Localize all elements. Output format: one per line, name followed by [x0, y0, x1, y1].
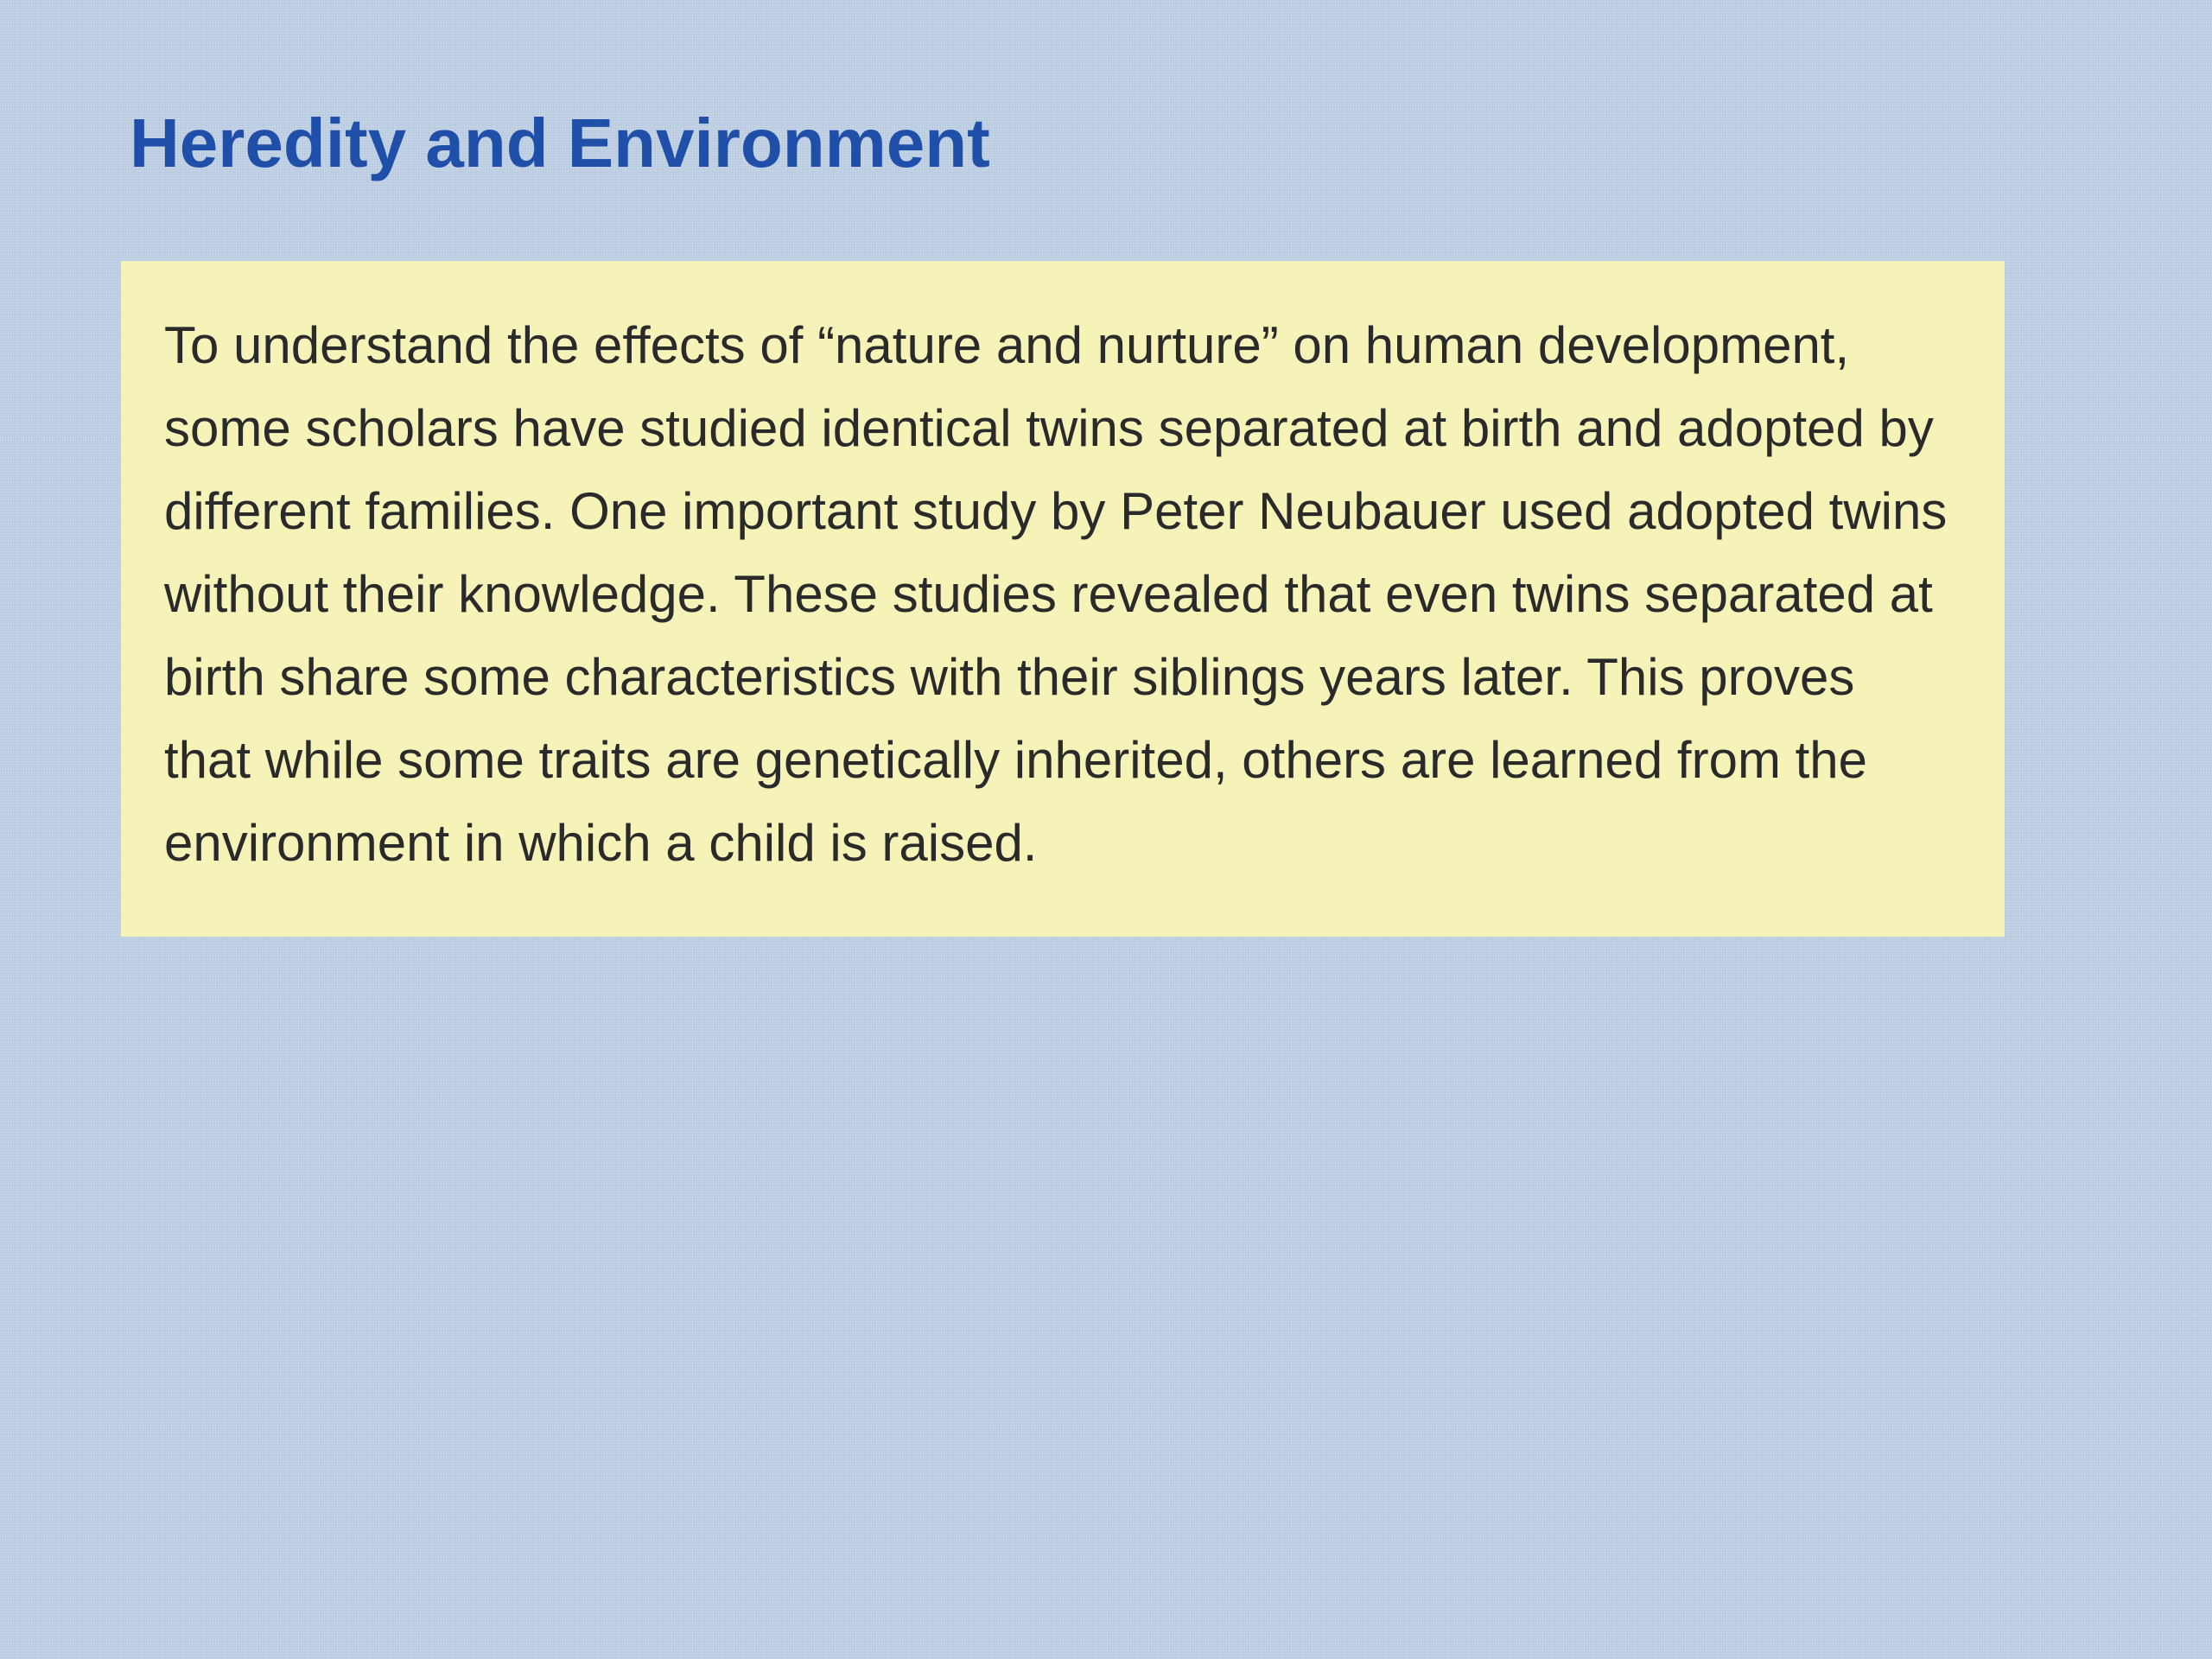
body-paragraph: To understand the effects of “nature and… — [164, 304, 1953, 885]
slide-title: Heredity and Environment — [130, 104, 2091, 183]
content-box: To understand the effects of “nature and… — [121, 261, 2005, 937]
